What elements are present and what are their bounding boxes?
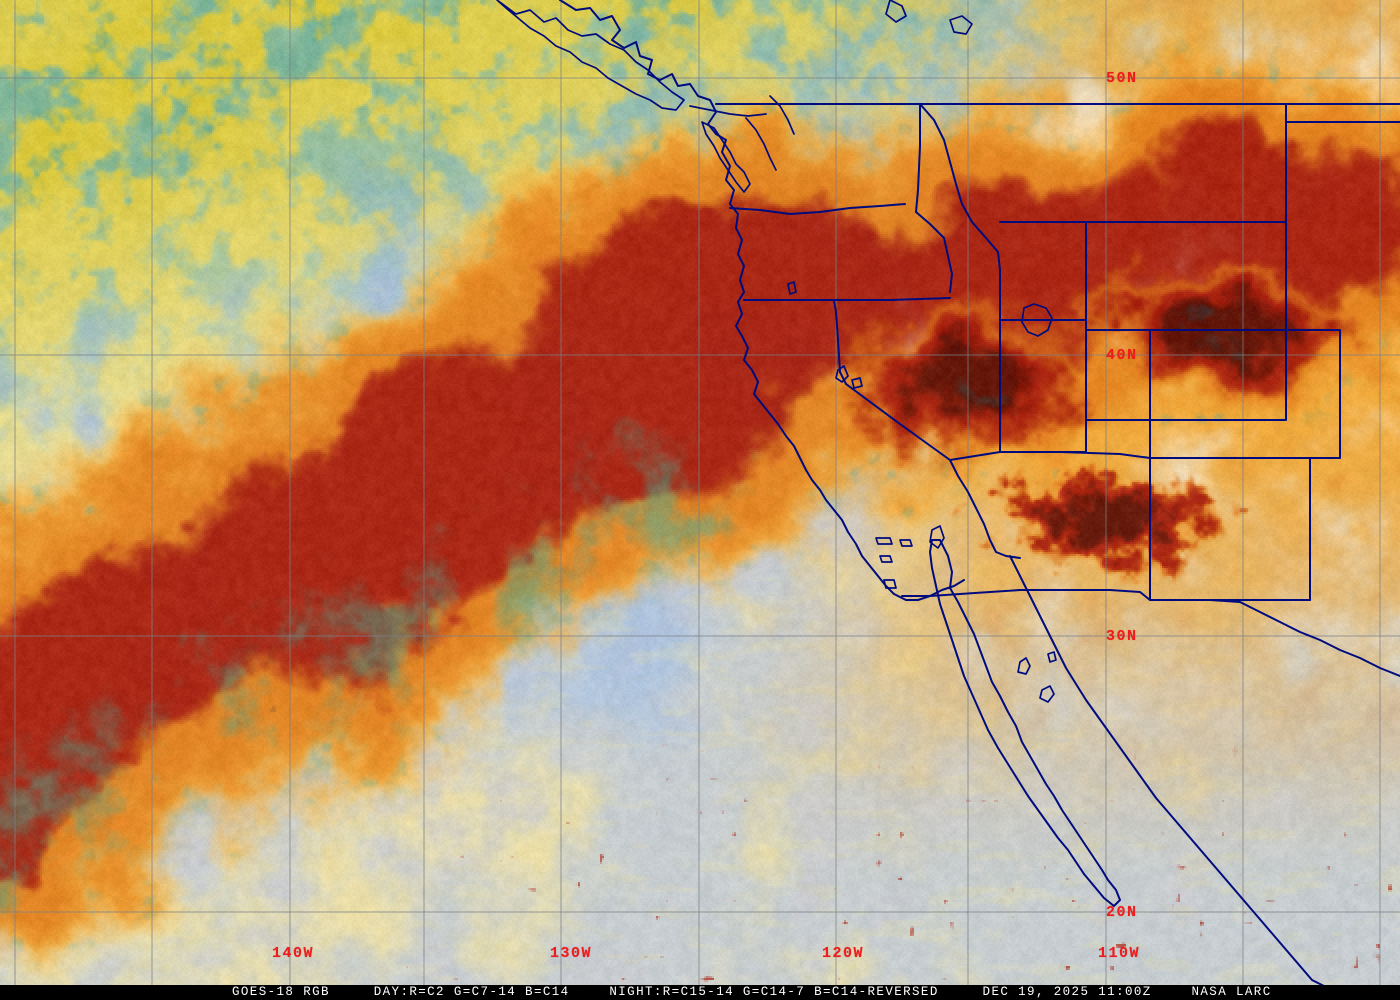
caption-night-recipe: NIGHT:R=C15-14 G=C14-7 B=C14-REVERSED: [609, 985, 939, 999]
latitude-label-30n: 30N: [1106, 628, 1138, 645]
caption-satellite-label: GOES-18 RGB: [232, 985, 330, 999]
latitude-label-40n: 40N: [1106, 347, 1138, 364]
longitude-label-110w: 110W: [1098, 945, 1141, 962]
longitude-label-130w: 130W: [550, 945, 593, 962]
caption-timestamp: DEC 19, 2025 11:00Z: [982, 985, 1152, 999]
latitude-label-20n: 20N: [1106, 904, 1138, 921]
caption-bar: GOES-18 RGB DAY:R=C2 G=C7-14 B=C14 NIGHT…: [0, 985, 1400, 1000]
longitude-label-120w: 120W: [822, 945, 865, 962]
longitude-label-140w: 140W: [272, 945, 315, 962]
caption-day-recipe: DAY:R=C2 G=C7-14 B=C14: [373, 985, 570, 999]
latitude-label-50n: 50N: [1106, 70, 1138, 87]
caption-source: NASA LARC: [1191, 985, 1272, 999]
